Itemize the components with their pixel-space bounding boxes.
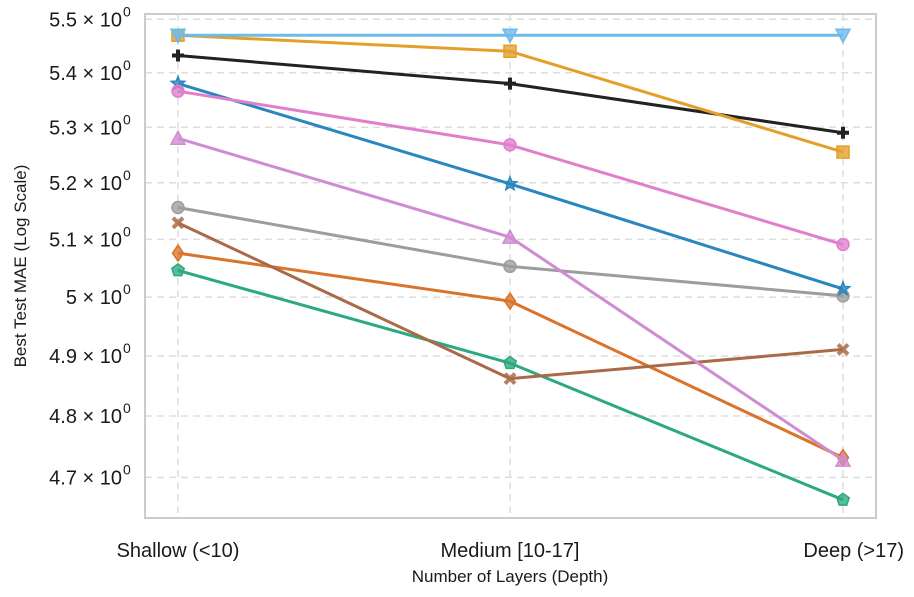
data-point-marker <box>171 216 185 230</box>
y-tick-exponent: 0 <box>123 111 131 127</box>
data-point-marker <box>834 279 852 297</box>
data-point-marker <box>172 49 184 62</box>
data-point-marker <box>503 259 517 274</box>
data-point-marker <box>504 77 516 90</box>
data-point-marker <box>501 28 519 44</box>
series-black-plus <box>172 49 849 139</box>
series-violet-triangle-up <box>169 129 852 467</box>
data-point-marker <box>501 228 519 244</box>
y-tick-label: 4.8 × 10 <box>49 406 122 428</box>
y-tick-exponent: 0 <box>123 3 131 19</box>
y-tick-exponent: 0 <box>123 223 131 239</box>
y-tick-label: 4.7 × 10 <box>49 467 122 489</box>
y-tick-label: 5.2 × 10 <box>49 173 122 195</box>
data-point-marker <box>171 243 185 263</box>
data-point-marker <box>834 28 852 44</box>
data-point-marker <box>837 126 849 139</box>
x-tick-label: Deep (>17) <box>803 540 904 562</box>
plot-frame <box>144 13 877 519</box>
y-tick-label: 5.1 × 10 <box>49 229 122 251</box>
series-gray-circle <box>171 200 850 303</box>
y-tick-exponent: 0 <box>123 400 131 416</box>
series-light-blue-triangle-down <box>169 28 852 44</box>
x-axis-label: Number of Layers (Depth) <box>412 567 609 586</box>
data-point-marker <box>836 145 850 159</box>
x-axis-ticks: Shallow (<10) Medium [10-17] Deep (>17) <box>117 540 904 562</box>
data-point-marker <box>834 451 852 467</box>
data-point-marker <box>171 84 185 98</box>
data-point-marker <box>501 174 519 192</box>
series-blue-star <box>169 74 852 297</box>
data-point-marker <box>503 138 517 152</box>
data-point-marker <box>503 44 517 59</box>
series-green-pentagon <box>170 262 851 506</box>
data-point-marker <box>170 262 186 277</box>
data-point-marker <box>835 492 851 506</box>
y-tick-label: 5 × 10 <box>66 287 122 309</box>
data-point-marker <box>502 355 518 370</box>
series-brown-x <box>171 216 850 386</box>
data-point-marker <box>169 28 187 44</box>
data-point-marker <box>503 291 517 311</box>
series-group <box>169 28 852 506</box>
y-tick-label: 5.4 × 10 <box>49 63 122 85</box>
series-pink-circle <box>171 84 850 252</box>
y-tick-exponent: 0 <box>123 167 131 183</box>
y-axis-label: Best Test MAE (Log Scale) <box>11 165 30 368</box>
data-point-marker <box>171 200 185 215</box>
y-tick-exponent: 0 <box>123 57 131 73</box>
y-tick-exponent: 0 <box>123 281 131 297</box>
data-point-marker <box>836 237 850 252</box>
y-tick-exponent: 0 <box>123 340 131 356</box>
x-tick-label: Shallow (<10) <box>117 540 240 562</box>
data-point-marker <box>836 343 850 356</box>
y-axis-ticks: 4.7 × 10 04.8 × 10 04.9 × 10 05 × 10 05.1 × … <box>49 3 131 489</box>
y-tick-label: 5.3 × 10 <box>49 117 122 139</box>
data-point-marker <box>503 372 517 386</box>
x-tick-label: Medium [10-17] <box>441 540 580 562</box>
y-tick-label: 4.9 × 10 <box>49 346 122 368</box>
data-point-marker <box>169 129 187 146</box>
y-tick-exponent: 0 <box>123 461 131 477</box>
y-tick-label: 5.5 × 10 <box>49 9 122 31</box>
